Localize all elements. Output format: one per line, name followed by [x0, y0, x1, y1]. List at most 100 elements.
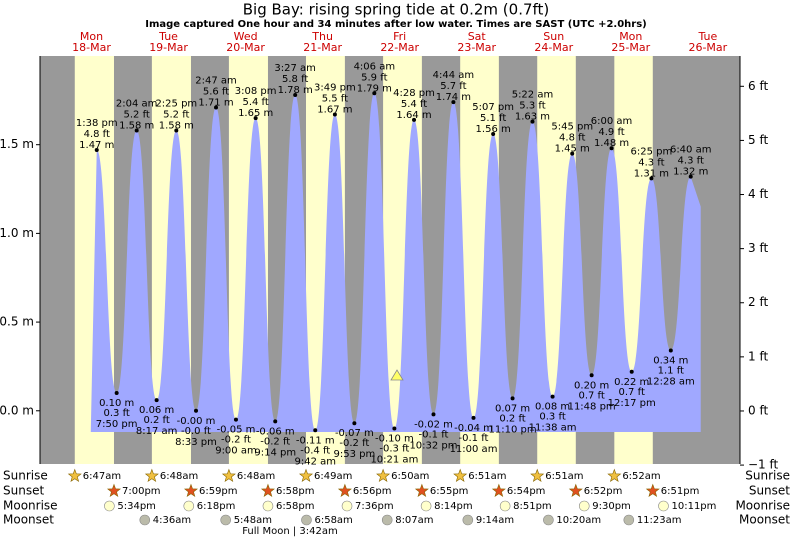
tide-label: -0.1 ft [459, 433, 489, 444]
tide-label: 0.3 ft [103, 408, 129, 419]
tide-label: 5.7 ft [440, 81, 466, 92]
tide-point [392, 426, 397, 431]
tide-label: 5:22 am [512, 90, 554, 101]
day-date: 20-Mar [226, 41, 265, 54]
tide-point [688, 174, 693, 179]
tide-label: 5.5 ft [322, 94, 348, 105]
tide-label: 9:42 am [294, 456, 336, 467]
tide-point [649, 176, 654, 181]
row-label: Moonrise [735, 499, 790, 513]
tide-label: 1.47 m [79, 140, 114, 151]
tide-label: 12:28 am [647, 376, 695, 387]
sunrise-time: 6:48am [237, 471, 275, 482]
tide-label: 0.08 m [535, 402, 570, 413]
sunrise-icon [221, 468, 236, 482]
sunrise-time: 6:52am [622, 471, 660, 482]
tide-label: 1.78 m [278, 85, 313, 96]
full-moon-note: Full Moon | 3:42am [242, 526, 338, 537]
day-name: Sun [543, 30, 564, 43]
tide-label: 5:07 pm [472, 102, 514, 113]
tide-label: 4.8 ft [559, 133, 585, 144]
moonset-icon [139, 514, 151, 526]
tide-label: -0.06 m [256, 426, 295, 437]
day-date: 25-Mar [611, 41, 650, 54]
tide-point [372, 91, 377, 96]
tide-point [451, 100, 456, 105]
sunrise-time: 6:50am [391, 471, 429, 482]
row-label: Sunset [3, 484, 44, 498]
tide-label: -0.2 ft [339, 438, 369, 449]
sunset-icon [568, 483, 583, 497]
tide-label: 4.3 ft [678, 156, 704, 167]
tide-label: 1.31 m [634, 168, 669, 179]
tide-point [114, 391, 119, 396]
tide-label: -0.3 ft [379, 444, 409, 455]
moonrise-time: 7:36pm [355, 501, 394, 512]
tide-label: 1.58 m [119, 121, 154, 132]
tide-label: 1.58 m [159, 121, 194, 132]
day-name: Fri [393, 30, 406, 43]
tide-point [253, 116, 258, 121]
tide-label: 5.4 ft [242, 97, 268, 108]
tide-label: -0.11 m [296, 435, 335, 446]
sunset-time: 6:55pm [430, 486, 469, 497]
sunset-time: 6:51pm [661, 486, 700, 497]
tide-label: 5.9 ft [361, 72, 387, 83]
tide-label: 0.2 ft [143, 415, 169, 426]
moonrise-time: 5:34pm [117, 501, 156, 512]
tide-point [491, 132, 496, 137]
sunset-icon [260, 483, 275, 497]
moonrise-icon [420, 500, 432, 512]
tide-point [174, 128, 179, 133]
moonset-time: 11:23am [637, 515, 682, 526]
tide-label: 11:10 pm [489, 424, 537, 435]
moonrise-icon [499, 500, 511, 512]
sunrise-icon [376, 468, 391, 482]
tide-label: 0.3 ft [539, 412, 565, 423]
sunset-icon [491, 483, 506, 497]
tide-point [550, 394, 555, 399]
sunset-icon [106, 483, 121, 497]
tide-label: 1.1 ft [658, 365, 684, 376]
tide-point [668, 348, 673, 353]
tide-label: 10:21 am [370, 455, 418, 466]
tide-label: -0.0 ft [181, 426, 211, 437]
tide-point [332, 112, 337, 117]
tide-point [233, 417, 238, 422]
tide-label: 1.79 m [357, 83, 392, 94]
tide-label: 5.3 ft [519, 101, 545, 112]
day-name: Mon [619, 30, 642, 43]
moonset-icon [462, 514, 474, 526]
tide-label: 1.63 m [515, 112, 550, 123]
moonset-icon [623, 514, 635, 526]
tide-point [510, 396, 515, 401]
sunrise-time: 6:48am [160, 471, 198, 482]
tide-label: 1.67 m [317, 105, 352, 116]
moonrise-icon [658, 500, 669, 512]
row-label: Sunrise [745, 469, 790, 483]
tide-label: 0.20 m [574, 380, 609, 391]
tide-label: 1.74 m [436, 92, 471, 103]
day-date: 24-Mar [534, 41, 573, 54]
moonset-icon [381, 514, 393, 526]
sunset-time: 6:59pm [199, 486, 238, 497]
tide-label: -0.07 m [335, 428, 374, 439]
tide-point [293, 93, 298, 98]
moonrise-icon [341, 500, 353, 512]
y2-tick-label: 5 ft [748, 133, 768, 147]
sunset-icon [183, 483, 198, 497]
tide-point [273, 419, 278, 424]
tide-label: 6:25 pm [631, 146, 673, 157]
y2-tick-label: 3 ft [748, 241, 768, 255]
tide-label: 0.07 m [495, 403, 530, 414]
row-label: Moonset [739, 513, 790, 527]
moonset-icon [301, 514, 312, 526]
row-label: Sunset [749, 484, 790, 498]
sunset-time: 7:00pm [122, 486, 161, 497]
tide-point [194, 408, 199, 413]
tide-point [313, 428, 318, 433]
tide-label: -0.4 ft [300, 445, 330, 456]
tide-label: 6:40 am [670, 145, 712, 156]
tide-point [412, 117, 417, 122]
marks [90, 91, 701, 433]
